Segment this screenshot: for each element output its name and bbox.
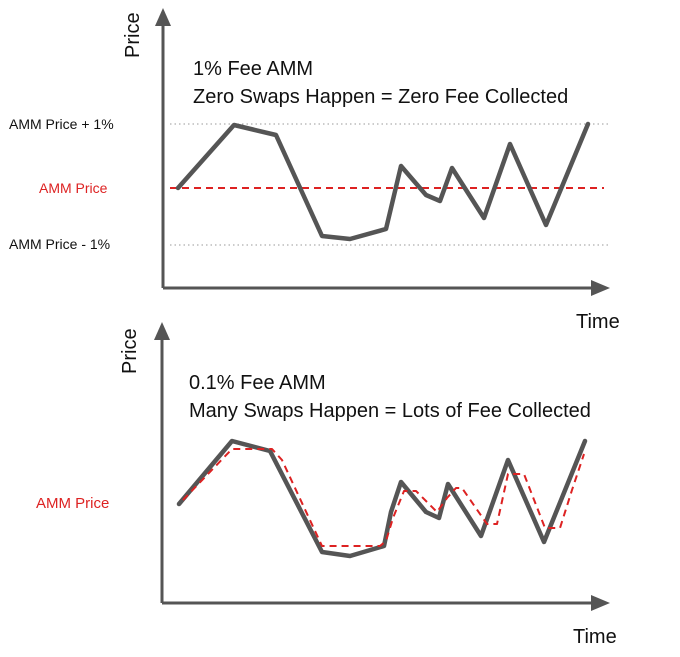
top-x-axis-arrowhead <box>591 280 610 296</box>
bottom-amm-price-line <box>182 448 585 547</box>
bottom-title-line1: 0.1% Fee AMM <box>189 372 326 394</box>
top-x-axis-label: Time <box>576 311 620 333</box>
top-title-line1: 1% Fee AMM <box>193 58 313 80</box>
top-y-axis-arrowhead <box>155 8 171 26</box>
bottom-y-axis-arrowhead <box>154 322 170 340</box>
top-panel: Price Time 1% Fee AMM Zero Swaps Happen … <box>9 8 620 333</box>
bottom-label-amm: AMM Price <box>36 495 109 512</box>
bottom-x-axis-label: Time <box>573 626 617 648</box>
bottom-x-axis-arrowhead <box>591 595 610 611</box>
bottom-panel: Price Time 0.1% Fee AMM Many Swaps Happe… <box>36 322 617 648</box>
top-label-upper: AMM Price + 1% <box>9 116 114 132</box>
top-y-axis-label: Price <box>122 12 144 58</box>
bottom-market-price-line <box>176 438 588 559</box>
bottom-title-line2: Many Swaps Happen = Lots of Fee Collecte… <box>189 400 591 422</box>
top-market-price-line <box>175 121 591 242</box>
top-title-line2: Zero Swaps Happen = Zero Fee Collected <box>193 86 568 108</box>
top-label-lower: AMM Price - 1% <box>9 236 110 252</box>
bottom-y-axis-label: Price <box>119 328 141 374</box>
top-label-amm: AMM Price <box>39 180 108 196</box>
